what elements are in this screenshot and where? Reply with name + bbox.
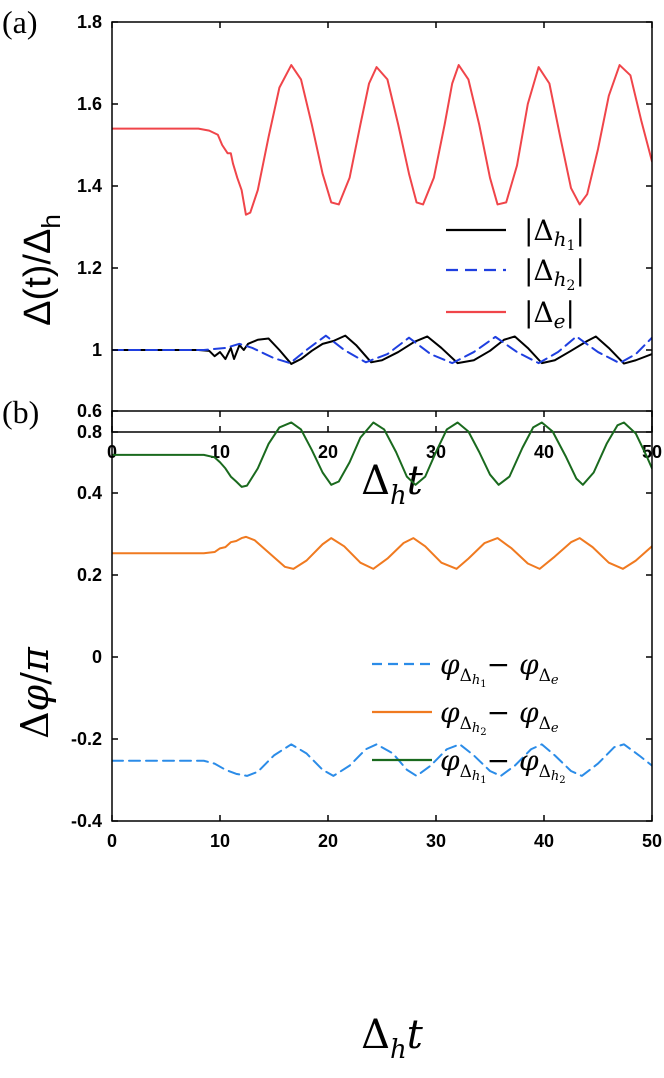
panel-a-plot-area bbox=[112, 64, 652, 365]
y-tick-label: -0.4 bbox=[71, 811, 102, 831]
legend-label-phi-h1-minus-phi-h2: φΔh1− φΔh2 bbox=[440, 744, 566, 786]
y-tick-label: 1.8 bbox=[77, 12, 102, 32]
y-tick-label: 0.4 bbox=[77, 483, 102, 503]
y-tick-label: 1.4 bbox=[77, 176, 102, 196]
y-tick-label: 0 bbox=[92, 647, 102, 667]
panel-b-legend: φΔh1− φΔe φΔh2− φΔe φΔh1− φΔh2 bbox=[372, 648, 566, 786]
panel-a: (a) Δ(t)/Δh 0 10 20 30 40 500.811.21.41.61.8 … bbox=[2, 4, 662, 511]
x-tick-label: 40 bbox=[534, 831, 554, 851]
x-tick-label: 20 bbox=[318, 831, 338, 851]
series-line-b-1 bbox=[112, 743, 652, 777]
series-line-a-3 bbox=[112, 64, 652, 216]
y-tick-label: 1.2 bbox=[77, 258, 102, 278]
legend-label-abs-delta-e: |Δe| bbox=[524, 296, 575, 333]
panel-b: (b) Δφ/π 0 10 20 30 40 50 -0.4 -0.2 0 0.2 0.4 0.6 Δ… bbox=[2, 394, 662, 1065]
panel-b-label: (b) bbox=[2, 394, 39, 430]
series-line-b-2 bbox=[112, 535, 652, 570]
y-tick-label: 0.8 bbox=[77, 422, 102, 442]
legend-label-abs-delta-h2: |Δh2| bbox=[524, 254, 585, 294]
panel-a-axes-box bbox=[111, 21, 653, 433]
series-line-a-1 bbox=[112, 334, 652, 365]
panel-b-ylabel: Δφ/π bbox=[13, 646, 57, 739]
x-tick-label: 40 bbox=[534, 442, 554, 462]
panel-a-legend: |Δh1| |Δh2| |Δe| bbox=[446, 214, 585, 333]
panel-a-ylabel: Δ(t)/Δh bbox=[17, 214, 66, 326]
x-tick-label: 10 bbox=[210, 831, 230, 851]
legend-label-abs-delta-h1: |Δh1| bbox=[524, 214, 585, 254]
panel-b-xlabel: Δht bbox=[361, 1012, 424, 1065]
y-tick-label: -0.2 bbox=[71, 729, 102, 749]
legend-label-phi-h1-minus-phi-e: φΔh1− φΔe bbox=[440, 648, 559, 690]
x-tick-label: 50 bbox=[642, 831, 662, 851]
series-line-a-2 bbox=[112, 334, 652, 365]
panel-a-label: (a) bbox=[2, 4, 38, 40]
x-tick-label: 30 bbox=[426, 831, 446, 851]
x-tick-label: 0 bbox=[107, 831, 117, 851]
y-tick-label: 1.6 bbox=[77, 94, 102, 114]
y-tick-label: 1 bbox=[92, 340, 102, 360]
panel-a-xlabel: Δht bbox=[361, 458, 424, 511]
legend-label-phi-h2-minus-phi-e: φΔh2− φΔe bbox=[440, 696, 559, 738]
x-tick-label: 20 bbox=[318, 442, 338, 462]
y-tick-label: 0.6 bbox=[77, 401, 102, 421]
series-line-b-3 bbox=[112, 421, 652, 488]
x-tick-label: 10 bbox=[210, 442, 230, 462]
y-tick-label: 0.2 bbox=[77, 565, 102, 585]
panel-b-axes-box bbox=[111, 410, 653, 822]
